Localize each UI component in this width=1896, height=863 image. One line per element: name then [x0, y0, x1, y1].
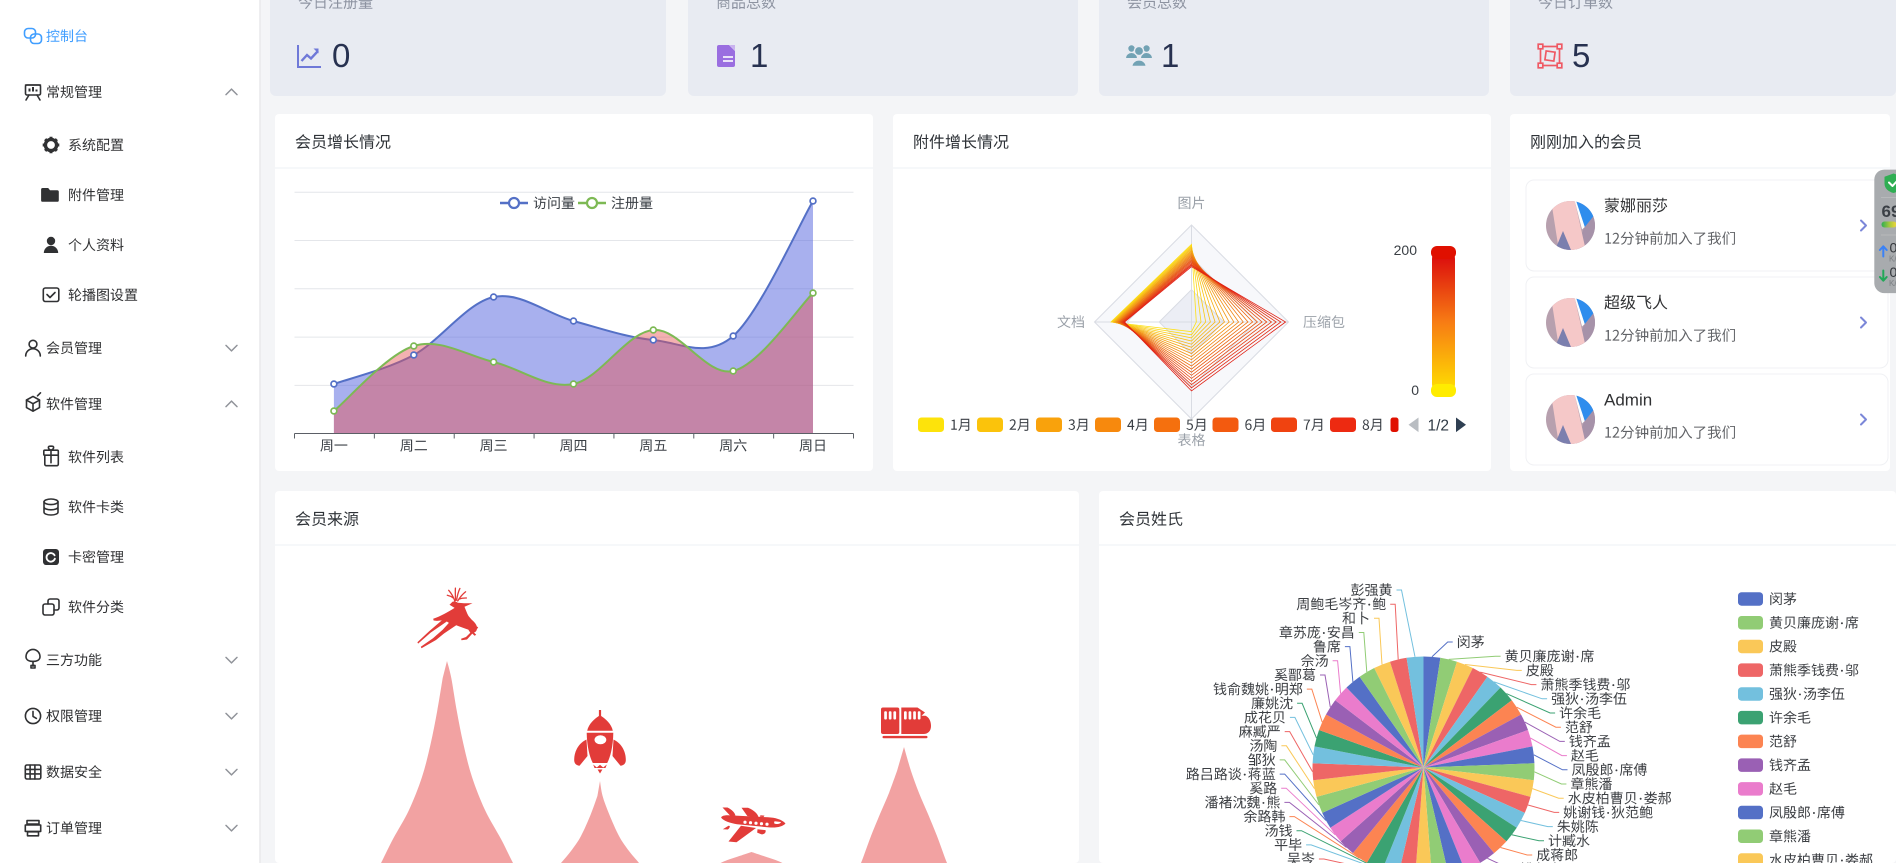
svg-text:69: 69	[1882, 202, 1896, 221]
svg-text:K/: K/	[1889, 255, 1896, 264]
svg-text:0: 0	[332, 37, 350, 74]
svg-text:1: 1	[750, 37, 768, 74]
svg-text:0: 0	[1890, 240, 1896, 256]
svg-text:K/: K/	[1889, 279, 1896, 288]
svg-text:0: 0	[1411, 382, 1419, 398]
svg-text:0: 0	[1890, 264, 1896, 280]
svg-text:Admin: Admin	[1604, 391, 1652, 410]
svg-text:200: 200	[1394, 242, 1418, 258]
svg-text:1/2: 1/2	[1428, 418, 1450, 435]
svg-text:5: 5	[1572, 37, 1590, 74]
svg-text:1: 1	[1161, 37, 1179, 74]
